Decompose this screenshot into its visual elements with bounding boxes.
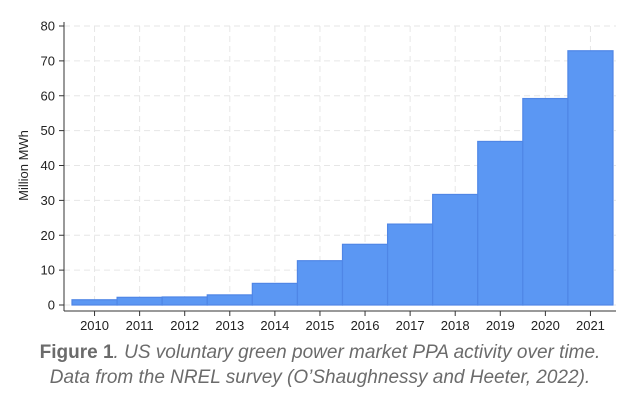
- x-tick-label: 2013: [215, 318, 244, 330]
- bar-2018: [432, 193, 479, 306]
- bar-2011: [116, 296, 163, 306]
- bar-2015: [296, 260, 344, 306]
- y-tick-label: 0: [48, 298, 55, 313]
- x-tick-label: 2015: [305, 318, 334, 330]
- figure-caption-lead: Figure 1: [39, 342, 114, 363]
- y-tick-labels: 0 10 20 30 40 50 60 70 80: [41, 19, 64, 313]
- x-tick-label: 2014: [260, 318, 289, 330]
- bar-2021: [567, 50, 614, 306]
- bar-2010: [71, 299, 118, 306]
- bar-2019: [477, 140, 524, 306]
- x-tick-label: 2010: [80, 318, 109, 330]
- y-tick-label: 30: [41, 193, 55, 208]
- bar-2020: [522, 97, 569, 306]
- x-tick-labels: 2010 2011 2012 2013 2014 2015 2016 2017 2018 2019…: [80, 311, 605, 330]
- bar-2013: [206, 294, 253, 306]
- figure-caption-line-2: Data from the NREL survey (O’Shaughnessy…: [49, 367, 591, 388]
- x-tick-label: 2018: [441, 318, 470, 330]
- y-tick-label: 80: [41, 19, 55, 34]
- y-tick-label: 20: [41, 228, 55, 243]
- x-tick-label: 2016: [351, 318, 380, 330]
- y-axis-label: Million MWh: [16, 130, 31, 201]
- bars: [71, 50, 614, 306]
- y-tick-label: 50: [41, 123, 55, 138]
- bar-2017: [386, 223, 434, 306]
- y-tick-label: 10: [41, 263, 55, 278]
- bar-2014: [251, 282, 299, 306]
- figure-caption-text: . US voluntary green power market PPA ac…: [113, 342, 601, 363]
- y-tick-label: 60: [41, 88, 55, 103]
- y-tick-label: 70: [41, 53, 55, 68]
- bar-2016: [341, 243, 389, 306]
- x-tick-label: 2012: [170, 318, 199, 330]
- x-tick-label: 2020: [531, 318, 560, 330]
- y-tick-label: 40: [41, 158, 55, 173]
- bar-2012: [161, 296, 208, 306]
- x-tick-label: 2019: [486, 318, 515, 330]
- x-tick-label: 2017: [396, 318, 425, 330]
- x-tick-label: 2011: [126, 318, 154, 330]
- x-tick-label: 2021: [576, 318, 605, 330]
- figure-caption-line-1: Figure 1. US voluntary green power marke…: [0, 340, 640, 365]
